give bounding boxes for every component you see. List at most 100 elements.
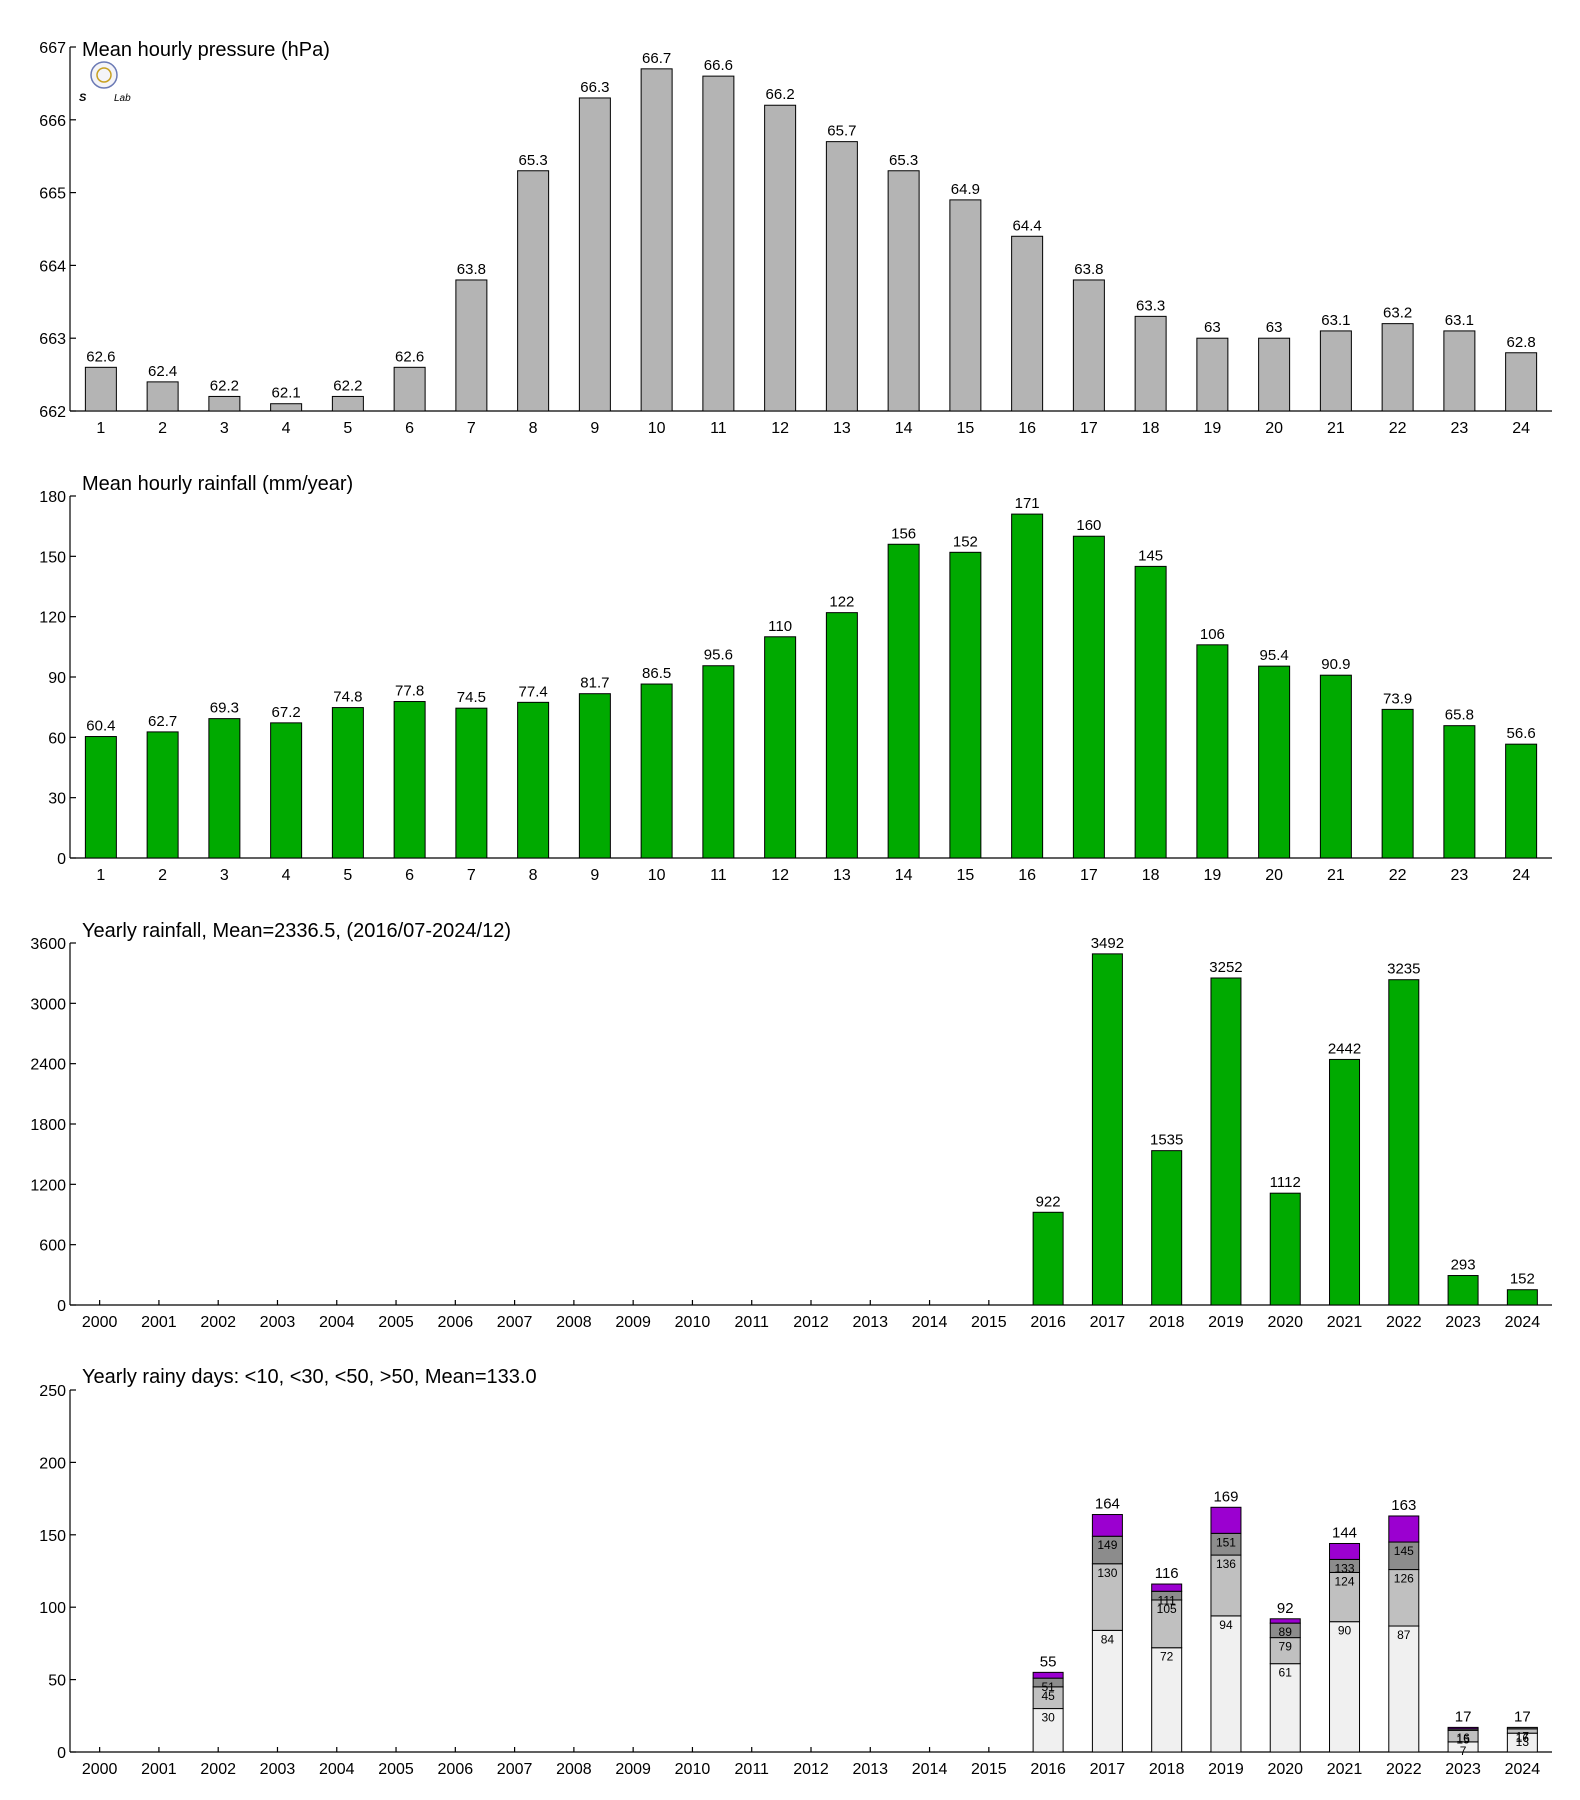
segment-label: 61 bbox=[1279, 1666, 1293, 1680]
data-label: 81.7 bbox=[580, 675, 609, 692]
bar bbox=[270, 403, 303, 412]
y-tick-label: 664 bbox=[39, 258, 66, 275]
x-tick-label: 2005 bbox=[378, 1314, 414, 1331]
y-tick-label: 90 bbox=[48, 670, 66, 687]
bar bbox=[1151, 1150, 1183, 1306]
hourly-rain-chart: Mean hourly rainfall (mm/year) 030609012… bbox=[39, 473, 1552, 884]
x-tick-label: 2000 bbox=[82, 1314, 118, 1331]
total-label: 163 bbox=[1391, 1497, 1416, 1514]
bar bbox=[1319, 674, 1352, 859]
y-tick-label: 600 bbox=[39, 1238, 66, 1255]
pressure-chart-title: Mean hourly pressure (hPa) bbox=[82, 39, 330, 61]
data-label: 63.1 bbox=[1321, 312, 1350, 329]
data-label: 152 bbox=[1510, 1271, 1535, 1288]
x-tick-label: 2012 bbox=[793, 1314, 829, 1331]
segment-label: 45 bbox=[1041, 1689, 1055, 1703]
pressure-chart: Mean hourly pressure (hPa) S Lab 6626636… bbox=[39, 39, 1552, 437]
y-tick-label: 662 bbox=[39, 404, 66, 421]
data-label: 62.7 bbox=[148, 713, 177, 730]
data-label: 67.2 bbox=[272, 704, 301, 721]
y-tick-label: 60 bbox=[48, 730, 66, 747]
x-tick-label: 17 bbox=[1080, 867, 1098, 884]
data-label: 62.1 bbox=[272, 385, 301, 402]
data-label: 74.8 bbox=[333, 689, 362, 706]
total-label: 17 bbox=[1514, 1708, 1531, 1725]
stack-segment bbox=[1210, 1615, 1242, 1753]
x-tick-label: 2019 bbox=[1208, 1761, 1244, 1778]
bar bbox=[1269, 1192, 1301, 1306]
y-tick-label: 120 bbox=[39, 610, 66, 627]
data-label: 922 bbox=[1036, 1193, 1061, 1210]
data-label: 106 bbox=[1200, 626, 1225, 643]
bar bbox=[331, 707, 364, 859]
data-label: 64.4 bbox=[1013, 217, 1042, 234]
data-label: 95.6 bbox=[704, 647, 733, 664]
data-label: 62.2 bbox=[333, 377, 362, 394]
rainy-days-chart: Yearly rainy days: <10, <30, <50, >50, M… bbox=[39, 1366, 1552, 1778]
data-label: 63.1 bbox=[1445, 312, 1474, 329]
data-label: 63 bbox=[1266, 319, 1283, 336]
bar bbox=[1134, 315, 1167, 412]
x-tick-label: 14 bbox=[895, 867, 913, 884]
segment-label: 87 bbox=[1397, 1628, 1411, 1642]
y-tick-label: 1800 bbox=[30, 1117, 66, 1134]
x-tick-label: 12 bbox=[771, 867, 789, 884]
bar bbox=[1258, 665, 1291, 859]
x-tick-label: 2003 bbox=[260, 1314, 296, 1331]
bar bbox=[208, 395, 241, 412]
segment-label: 126 bbox=[1394, 1572, 1414, 1586]
segment-label: 149 bbox=[1097, 1538, 1117, 1552]
total-label: 116 bbox=[1155, 1565, 1179, 1582]
x-tick-label: 2007 bbox=[497, 1314, 533, 1331]
x-tick-label: 2005 bbox=[378, 1761, 414, 1778]
data-label: 65.8 bbox=[1445, 707, 1474, 724]
y-tick-label: 30 bbox=[48, 791, 66, 808]
x-tick-label: 2014 bbox=[912, 1761, 948, 1778]
x-tick-label: 2023 bbox=[1445, 1761, 1481, 1778]
total-label: 55 bbox=[1040, 1653, 1057, 1670]
x-tick-label: 15 bbox=[956, 420, 974, 437]
seal-logo-icon bbox=[90, 61, 118, 89]
stack-segment bbox=[1388, 1515, 1420, 1543]
x-tick-label: 2004 bbox=[319, 1761, 355, 1778]
bar bbox=[764, 636, 797, 859]
bar bbox=[578, 693, 611, 859]
x-tick-label: 2002 bbox=[200, 1314, 236, 1331]
x-tick-label: 2010 bbox=[675, 1314, 711, 1331]
x-tick-label: 2017 bbox=[1090, 1761, 1126, 1778]
stack-segment bbox=[1091, 1535, 1123, 1565]
x-tick-label: 18 bbox=[1142, 420, 1160, 437]
bar bbox=[825, 612, 858, 859]
data-label: 95.4 bbox=[1260, 647, 1289, 664]
segment-label: 84 bbox=[1101, 1632, 1115, 1646]
bar bbox=[84, 366, 117, 412]
x-tick-label: 23 bbox=[1450, 867, 1468, 884]
stack-segment bbox=[1032, 1671, 1064, 1679]
y-tick-label: 1200 bbox=[30, 1177, 66, 1194]
data-label: 63.8 bbox=[1074, 261, 1103, 278]
x-tick-label: 6 bbox=[405, 420, 414, 437]
x-tick-label: 21 bbox=[1327, 867, 1345, 884]
data-label: 171 bbox=[1015, 495, 1040, 512]
x-tick-label: 2015 bbox=[971, 1314, 1007, 1331]
segment-label: 17 bbox=[1516, 1729, 1530, 1743]
logo-text: Lab bbox=[114, 93, 131, 104]
x-tick-label: 2015 bbox=[971, 1761, 1007, 1778]
x-tick-label: 18 bbox=[1142, 867, 1160, 884]
x-tick-label: 2018 bbox=[1149, 1314, 1185, 1331]
bar bbox=[1196, 337, 1229, 412]
segment-label: 13 bbox=[1516, 1735, 1530, 1749]
x-tick-label: 7 bbox=[467, 420, 476, 437]
segment-label: 79 bbox=[1279, 1640, 1293, 1654]
x-tick-label: 17 bbox=[1080, 420, 1098, 437]
bar bbox=[949, 551, 982, 859]
x-tick-label: 2000 bbox=[82, 1761, 118, 1778]
segment-label: 90 bbox=[1338, 1624, 1352, 1638]
bar bbox=[517, 701, 550, 859]
data-label: 293 bbox=[1451, 1257, 1476, 1274]
data-label: 62.4 bbox=[148, 363, 177, 380]
segment-label: 72 bbox=[1160, 1650, 1174, 1664]
x-tick-label: 2006 bbox=[438, 1761, 474, 1778]
x-tick-label: 16 bbox=[1018, 867, 1036, 884]
